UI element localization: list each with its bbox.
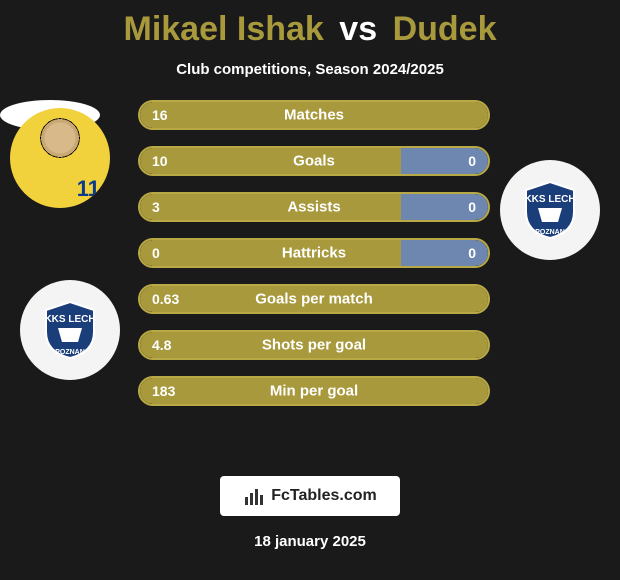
- stat-bar: 30Assists: [138, 192, 490, 222]
- svg-text:KKS LECH: KKS LECH: [44, 314, 95, 325]
- stat-bars-container: 16Matches 100Goals 30Assists 00Hattricks 0.6…: [138, 100, 490, 422]
- player1-avatar: [10, 108, 110, 208]
- svg-text:KKS LECH: KKS LECH: [524, 194, 575, 205]
- club-shield-icon: KKS LECH POZNAN: [38, 298, 102, 362]
- stat-label: Goals: [140, 153, 488, 170]
- comparison-title: Mikael Ishak vs Dudek: [0, 0, 620, 49]
- stat-bar: 183Min per goal: [138, 376, 490, 406]
- player1-club-badge: KKS LECH POZNAN: [20, 280, 120, 380]
- stat-bar: 00Hattricks: [138, 238, 490, 268]
- chart-icon: [243, 485, 265, 507]
- stat-label: Goals per match: [140, 291, 488, 308]
- stat-label: Assists: [140, 199, 488, 216]
- stat-label: Matches: [140, 107, 488, 124]
- stat-label: Min per goal: [140, 383, 488, 400]
- player2-name: Dudek: [393, 10, 497, 48]
- site-logo: FcTables.com: [220, 476, 400, 516]
- player1-name: Mikael Ishak: [124, 10, 324, 48]
- stat-bar: 100Goals: [138, 146, 490, 176]
- report-date: 18 january 2025: [0, 533, 620, 550]
- svg-text:POZNAN: POZNAN: [535, 229, 565, 236]
- vs-text: vs: [339, 10, 377, 48]
- subtitle: Club competitions, Season 2024/2025: [0, 61, 620, 78]
- stat-bar: 0.63Goals per match: [138, 284, 490, 314]
- stat-label: Hattricks: [140, 245, 488, 262]
- stat-bar: 16Matches: [138, 100, 490, 130]
- stat-bar: 4.8Shots per goal: [138, 330, 490, 360]
- site-name: FcTables.com: [271, 487, 377, 505]
- player2-club-badge: KKS LECH POZNAN: [500, 160, 600, 260]
- svg-text:POZNAN: POZNAN: [55, 349, 85, 356]
- stat-label: Shots per goal: [140, 337, 488, 354]
- chart-stage: KKS LECH POZNAN KKS LECH POZNAN 16Matche…: [0, 100, 620, 510]
- club-shield-icon: KKS LECH POZNAN: [518, 178, 582, 242]
